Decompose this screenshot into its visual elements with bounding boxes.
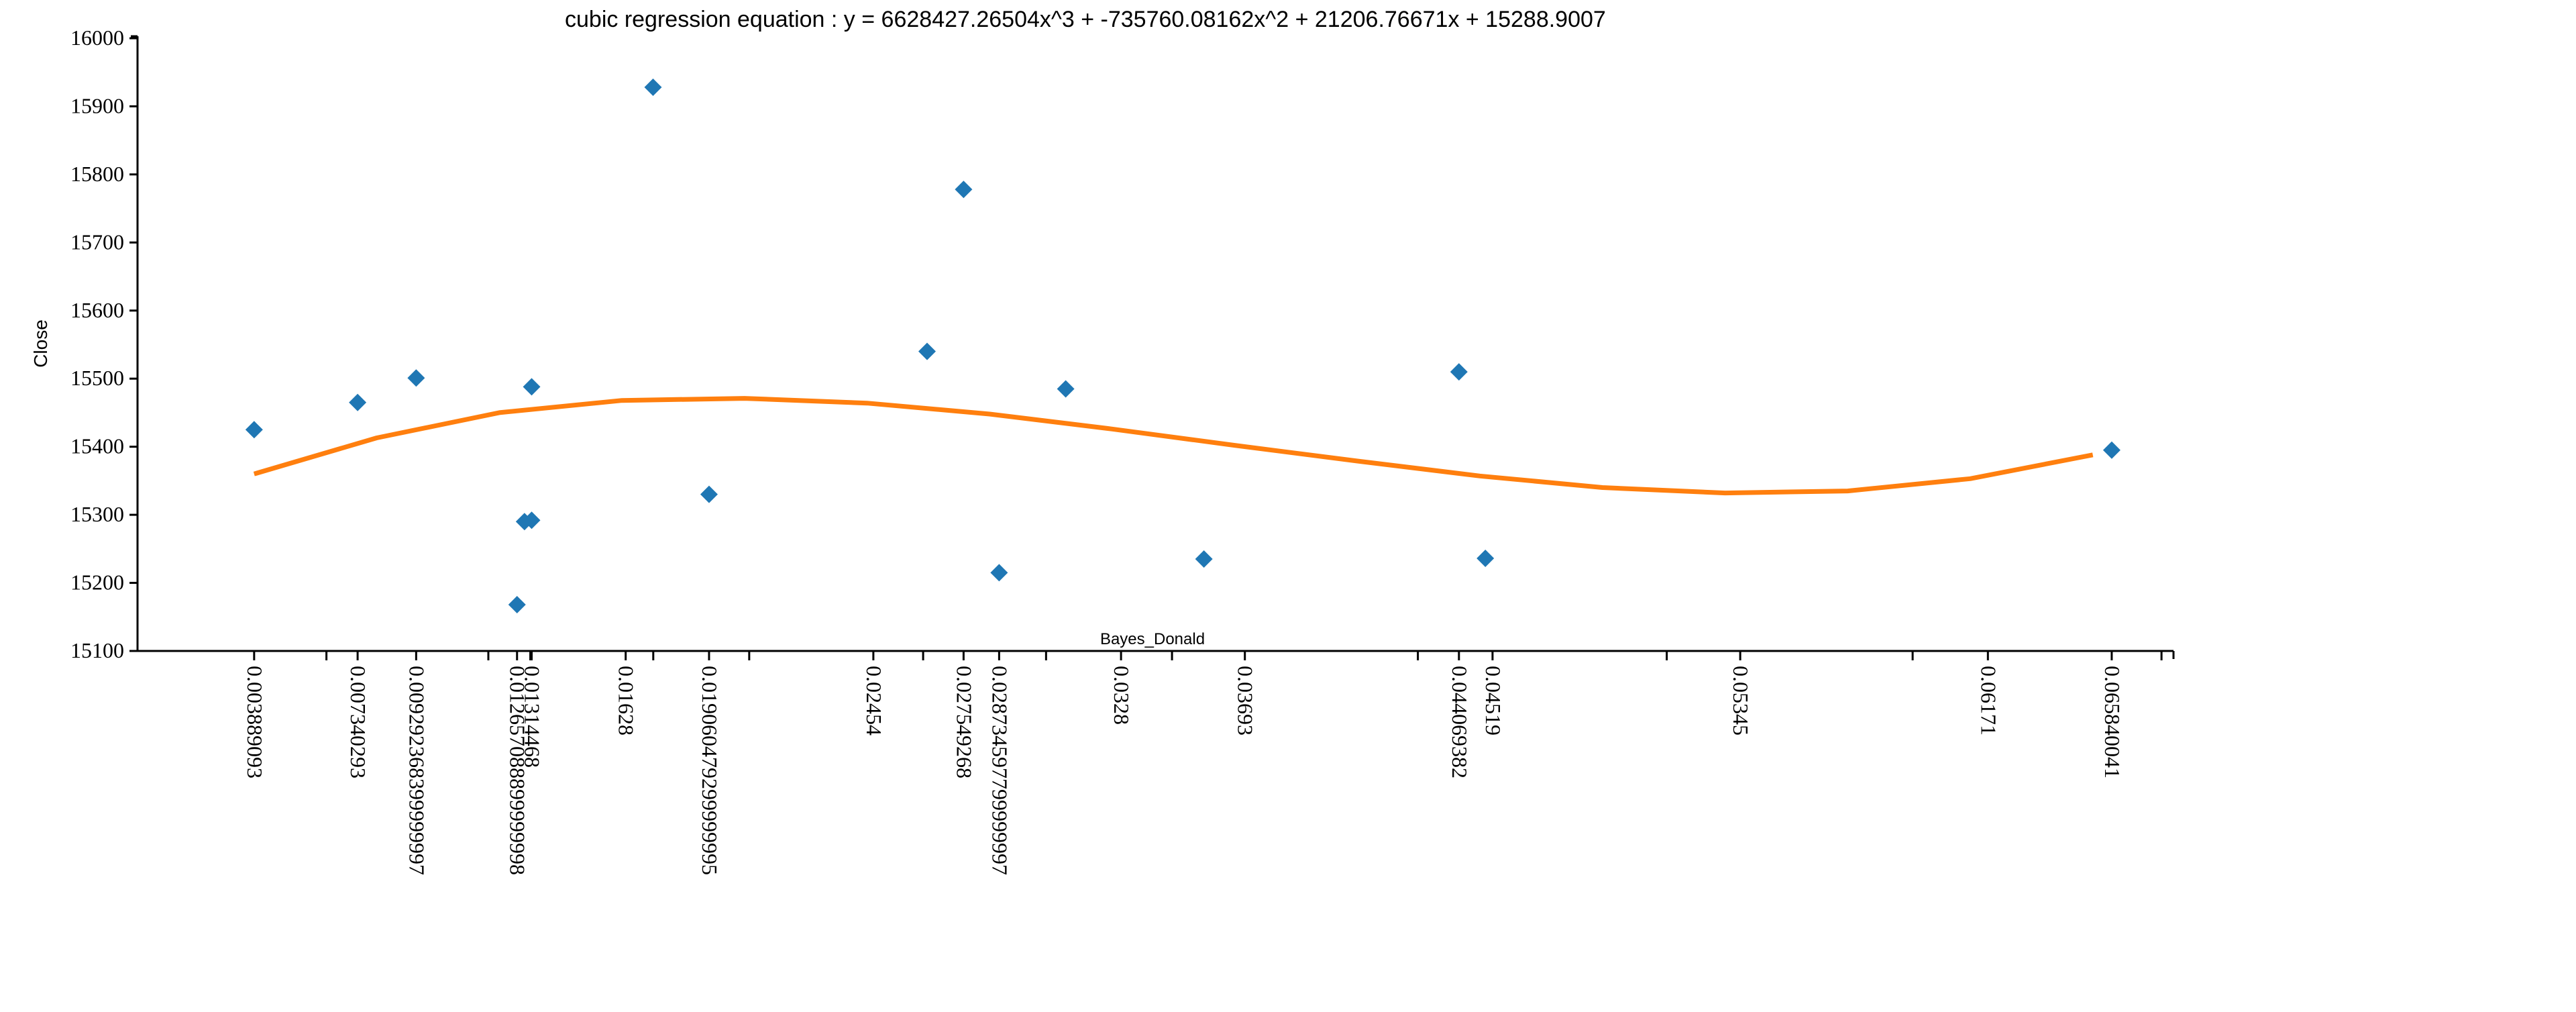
x-tick-label: 0.01628 [614, 666, 639, 736]
scatter-point [508, 596, 526, 614]
y-tick-label: 15500 [70, 366, 124, 390]
scatter-point [918, 342, 936, 360]
scatter-point [523, 378, 541, 396]
scatter-point [245, 421, 263, 439]
scatter-point [1195, 550, 1213, 568]
x-tick-label: 0.027549268 [952, 666, 976, 778]
y-tick-label: 15300 [70, 502, 124, 526]
x-tick-label: 0.05345 [1729, 666, 1753, 736]
scatter-point [349, 393, 367, 411]
y-tick-label: 15100 [70, 638, 124, 662]
x-axis-label: Bayes_Donald [1100, 630, 1205, 648]
regression-line [253, 396, 2094, 496]
x-tick-label: 0.019060479299999995 [698, 666, 722, 875]
x-tick-label: 0.028734597799999997 [987, 666, 1012, 875]
y-tick-label: 15700 [70, 230, 124, 254]
x-tick-label: 0.044069382 [1448, 666, 1472, 778]
scatter-point [700, 485, 718, 503]
chart-title: cubic regression equation : y = 6628427.… [565, 7, 1606, 32]
scatter-point [2102, 441, 2121, 459]
y-tick-label: 15900 [70, 93, 124, 117]
scatter-point [407, 369, 425, 387]
x-tick-label: 0.03693 [1234, 666, 1258, 736]
y-axis-label: Close [30, 319, 51, 368]
y-tick-label: 15800 [70, 162, 124, 186]
scatter-point [955, 181, 973, 199]
scatter-point [644, 79, 662, 97]
plot-area: 15100 15200 15300 15400 15500 15600 15700 15800… [70, 26, 2175, 875]
y-tick-label: 15400 [70, 434, 124, 458]
x-tick-label: 0.02454 [862, 666, 886, 736]
x-tick-label: 0.06171 [1976, 666, 2000, 736]
scatter-point [1057, 380, 1075, 398]
x-tick-label: 0.065840041 [2100, 666, 2125, 778]
y-tick-label: 15200 [70, 570, 124, 595]
x-tick-label: 0.003889093 [243, 666, 267, 778]
x-tick-label: 0.012657088899999998 [506, 666, 530, 875]
scatter-point [523, 511, 541, 529]
scatter-point [1450, 363, 1468, 381]
x-tick-label: 0.0328 [1110, 666, 1134, 725]
x-tick-label: 0.01314468 [521, 666, 545, 768]
x-tick-label: 0.009292368399999997 [405, 666, 429, 875]
x-tick-label: 0.007340293 [346, 666, 370, 778]
y-tick-label: 15600 [70, 298, 124, 322]
scatter-point [990, 564, 1008, 582]
x-tick-label: 0.04519 [1481, 666, 1505, 736]
y-tick-label: 16000 [70, 26, 124, 50]
scatter-point [1477, 550, 1495, 568]
